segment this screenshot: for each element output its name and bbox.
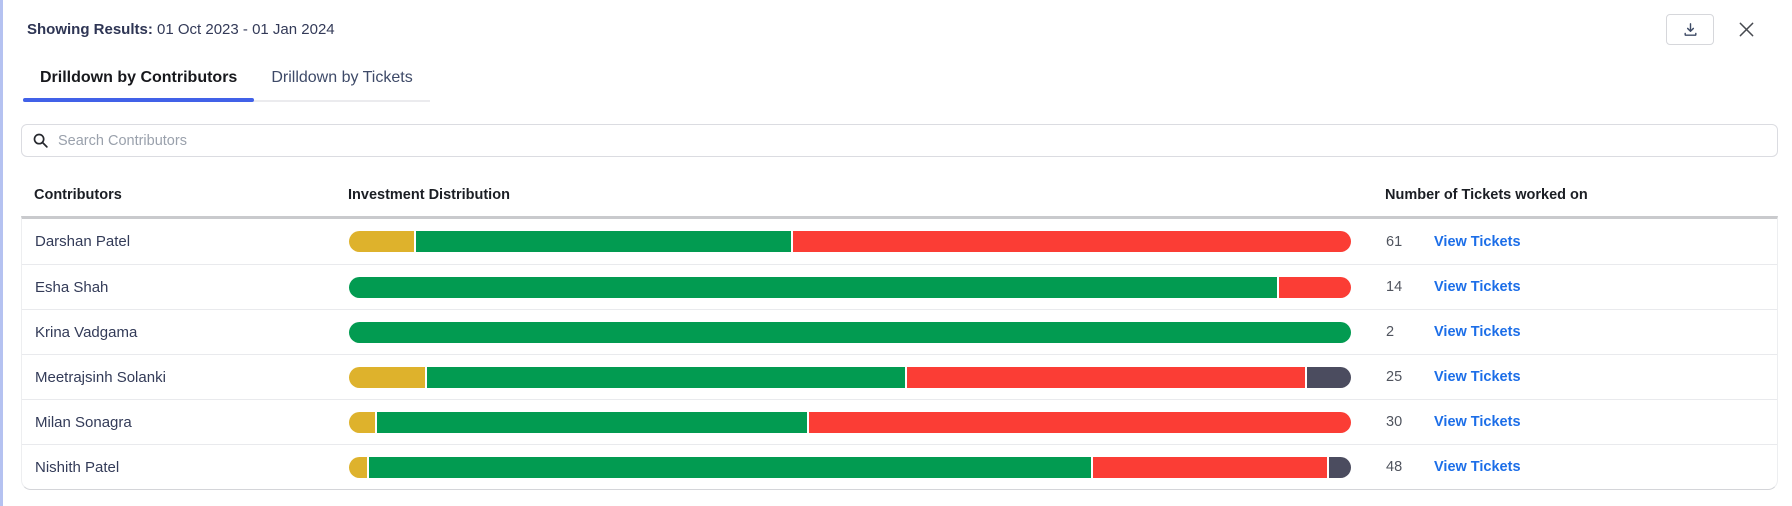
contributor-name: Meetrajsinh Solanki xyxy=(35,368,166,386)
bar-segment-slate xyxy=(1307,366,1352,388)
search-bar xyxy=(21,124,1778,157)
column-header-contributors: Contributors xyxy=(34,187,122,203)
view-tickets-link[interactable]: View Tickets xyxy=(1434,233,1521,250)
bar-segment-green xyxy=(376,411,808,433)
bar-segment-red xyxy=(1093,456,1328,478)
investment-distribution-bar xyxy=(349,321,1351,343)
bar-segment-green xyxy=(415,231,792,252)
tickets-count: 48 xyxy=(1386,459,1403,475)
contributor-name: Darshan Patel xyxy=(35,233,131,250)
investment-distribution-cell xyxy=(349,231,1351,252)
view-tickets-cell: View Tickets xyxy=(1434,368,1777,386)
view-tickets-link[interactable]: View Tickets xyxy=(1434,279,1521,295)
tab-drilldown-by-tickets[interactable]: Drilldown by Tickets xyxy=(271,69,413,86)
view-tickets-cell: View Tickets xyxy=(1434,458,1777,476)
contributor-name: Esha Shah xyxy=(35,278,109,296)
showing-results-value: 01 Oct 2023 - 01 Jan 2024 xyxy=(157,20,335,38)
tickets-count: 14 xyxy=(1386,279,1403,295)
bar-segment-slate xyxy=(1329,456,1351,478)
tab-drilldown-by-contributors[interactable]: Drilldown by Contributors xyxy=(23,60,255,102)
investment-distribution-bar xyxy=(349,231,1351,252)
contributor-row: Milan Sonagra 30 View Tickets xyxy=(22,399,1777,444)
tickets-count: 61 xyxy=(1386,233,1403,250)
investment-distribution-cell xyxy=(349,366,1352,388)
close-button[interactable] xyxy=(1734,17,1758,41)
contributor-name: Milan Sonagra xyxy=(35,413,132,431)
topbar-actions xyxy=(1666,13,1758,45)
contributor-row: Krina Vadgama 2 View Tickets xyxy=(22,309,1777,354)
bar-segment-yellow xyxy=(349,456,367,478)
column-header-tickets-worked-on: Number of Tickets worked on xyxy=(1385,187,1588,203)
contributor-row: Meetrajsinh Solanki 25 View Tickets xyxy=(22,354,1777,399)
bar-segment-yellow xyxy=(349,231,414,252)
view-tickets-cell: View Tickets xyxy=(1434,278,1777,296)
contributor-name: Krina Vadgama xyxy=(35,323,138,341)
search-contributors-input[interactable] xyxy=(58,132,1767,149)
view-tickets-cell: View Tickets xyxy=(1434,233,1777,251)
bar-segment-red xyxy=(906,366,1306,388)
investment-distribution-bar xyxy=(349,276,1351,298)
download-tray-icon xyxy=(1682,21,1699,38)
bar-segment-green xyxy=(349,276,1277,298)
investment-distribution-bar xyxy=(349,456,1351,478)
drilldown-tabs: Drilldown by Contributors Drilldown by T… xyxy=(23,60,430,102)
download-button[interactable] xyxy=(1666,13,1714,45)
showing-results-label: Showing Results: xyxy=(27,20,153,38)
tickets-count: 30 xyxy=(1386,414,1403,430)
view-tickets-link[interactable]: View Tickets xyxy=(1434,414,1521,430)
tickets-count: 2 xyxy=(1386,324,1395,340)
view-tickets-link[interactable]: View Tickets xyxy=(1434,369,1521,385)
contributor-row: Esha Shah 14 View Tickets xyxy=(22,264,1777,309)
investment-distribution-bar xyxy=(349,366,1352,388)
investment-distribution-cell xyxy=(349,411,1351,433)
view-tickets-cell: View Tickets xyxy=(1434,323,1777,341)
investment-distribution-cell xyxy=(349,456,1351,478)
bar-segment-red xyxy=(793,231,1351,252)
table-header-row: Contributors Investment Distribution Num… xyxy=(21,187,1778,216)
view-tickets-link[interactable]: View Tickets xyxy=(1434,324,1521,340)
bar-segment-green xyxy=(349,321,1351,343)
tickets-count: 25 xyxy=(1386,369,1403,385)
investment-distribution-cell xyxy=(349,321,1351,343)
bar-segment-red xyxy=(809,411,1351,433)
close-x-icon xyxy=(1736,19,1757,40)
contributor-row: Nishith Patel 48 View Tickets xyxy=(22,444,1777,489)
view-tickets-link[interactable]: View Tickets xyxy=(1434,459,1521,475)
investment-distribution-bar xyxy=(349,411,1351,433)
bar-segment-green xyxy=(368,456,1092,478)
bar-segment-yellow xyxy=(349,366,425,388)
showing-results-text: Showing Results: 01 Oct 2023 - 01 Jan 20… xyxy=(27,21,335,38)
contributor-name: Nishith Patel xyxy=(35,458,120,476)
column-header-investment-distribution: Investment Distribution xyxy=(348,187,510,203)
contributor-row: Darshan Patel 61 View Tickets xyxy=(22,219,1777,264)
investment-distribution-cell xyxy=(349,276,1351,298)
search-magnifier-icon xyxy=(32,132,49,149)
contributors-table-body: Darshan Patel 61 View Tickets Esha Shah 14 Vi… xyxy=(21,216,1778,490)
view-tickets-cell: View Tickets xyxy=(1434,413,1777,431)
bar-segment-yellow xyxy=(349,411,375,433)
topbar: Showing Results: 01 Oct 2023 - 01 Jan 20… xyxy=(3,0,1792,48)
bar-segment-red xyxy=(1279,276,1351,298)
bar-segment-green xyxy=(426,366,905,388)
